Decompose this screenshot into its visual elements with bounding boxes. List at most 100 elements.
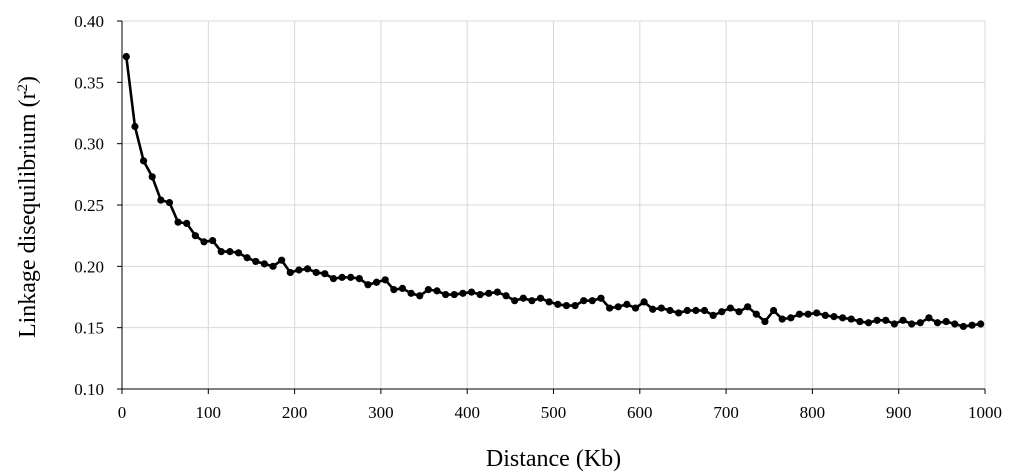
data-point	[588, 297, 596, 305]
data-point	[519, 294, 527, 302]
data-point	[562, 301, 571, 310]
data-point	[761, 317, 769, 326]
data-point	[856, 317, 864, 326]
y-tick-label: 0.20	[74, 257, 104, 276]
data-point	[795, 310, 804, 318]
data-point	[726, 304, 735, 312]
x-tick-label: 600	[627, 403, 653, 422]
data-point	[899, 316, 907, 324]
data-point	[407, 289, 415, 297]
x-tick-label: 100	[196, 403, 222, 422]
data-point	[666, 306, 674, 315]
data-point	[882, 316, 890, 324]
data-point	[286, 268, 294, 277]
data-point	[183, 219, 191, 227]
data-point	[631, 304, 640, 312]
y-axis-title-close: )	[15, 76, 41, 84]
data-point	[364, 281, 372, 289]
data-point	[649, 305, 657, 313]
y-tick-label: 0.35	[74, 73, 104, 92]
data-point	[847, 315, 855, 323]
y-tick-label: 0.25	[74, 196, 104, 215]
data-point	[623, 300, 631, 308]
data-point	[778, 315, 786, 323]
data-point	[536, 294, 545, 302]
data-point	[442, 290, 450, 299]
data-point	[278, 256, 286, 264]
x-axis-title: Distance (Kb)	[486, 446, 621, 472]
x-tick-label: 0	[118, 403, 127, 422]
data-point	[951, 320, 959, 328]
data-point	[744, 303, 752, 311]
data-point	[769, 306, 778, 315]
data-point	[226, 248, 234, 256]
gridlines	[122, 20, 986, 389]
data-point	[752, 310, 760, 318]
data-point	[735, 308, 743, 316]
data-point	[933, 319, 942, 327]
data-point	[329, 275, 338, 283]
data-point	[165, 198, 174, 207]
data-point	[157, 196, 165, 204]
data-point	[260, 260, 268, 268]
data-point	[804, 310, 812, 318]
y-axis-title: Linkage disequilibrium (r2)	[15, 76, 41, 338]
data-point	[511, 297, 519, 305]
data-point	[303, 265, 312, 273]
x-tick-labels: 0 100 200 300 400 500 600 700 800 900 1000	[118, 389, 1002, 422]
data-point	[657, 304, 665, 312]
y-tick-label: 0.15	[74, 319, 104, 338]
x-tick-label: 800	[800, 403, 826, 422]
data-points	[122, 52, 985, 331]
data-point	[528, 297, 536, 305]
data-point	[683, 306, 691, 315]
data-point	[191, 232, 199, 240]
data-point	[433, 287, 441, 295]
data-point	[908, 320, 916, 328]
data-point	[131, 122, 139, 131]
data-point	[476, 290, 484, 299]
data-point	[398, 284, 407, 293]
y-tick-labels: 0.10 0.15 0.20 0.25 0.30 0.35 0.40	[74, 12, 122, 399]
x-tick-label: 500	[541, 403, 567, 422]
data-point	[675, 309, 683, 317]
data-point	[355, 275, 363, 283]
data-point	[390, 286, 398, 294]
data-point	[700, 306, 709, 315]
data-point	[295, 266, 303, 274]
y-tick-label: 0.10	[74, 380, 104, 399]
data-point	[580, 297, 588, 305]
data-point	[200, 238, 208, 246]
data-point	[640, 298, 648, 306]
data-point	[450, 290, 458, 299]
y-axis-title-main: Linkage disequilibrium (r	[15, 91, 41, 338]
data-point	[614, 303, 622, 311]
data-point	[692, 306, 700, 315]
data-point	[502, 292, 510, 300]
data-point	[347, 273, 355, 281]
data-point	[968, 321, 976, 329]
data-point	[959, 322, 968, 331]
data-point	[252, 257, 260, 266]
data-point	[718, 308, 726, 316]
data-point	[890, 320, 898, 328]
data-point	[830, 313, 838, 321]
data-point	[545, 298, 553, 306]
x-tick-label: 200	[282, 403, 308, 422]
x-tick-label: 300	[368, 403, 394, 422]
data-point	[321, 270, 329, 278]
data-point	[839, 314, 847, 322]
x-tick-label: 400	[454, 403, 480, 422]
data-point	[821, 311, 829, 319]
data-point	[372, 278, 381, 286]
data-point	[209, 236, 217, 245]
data-point	[416, 292, 424, 300]
data-point	[942, 317, 950, 326]
data-point	[424, 286, 432, 294]
data-point	[493, 288, 501, 296]
data-point	[174, 218, 182, 226]
data-point	[139, 157, 148, 165]
data-point	[217, 248, 225, 256]
x-tick-label: 1000	[968, 403, 1002, 422]
